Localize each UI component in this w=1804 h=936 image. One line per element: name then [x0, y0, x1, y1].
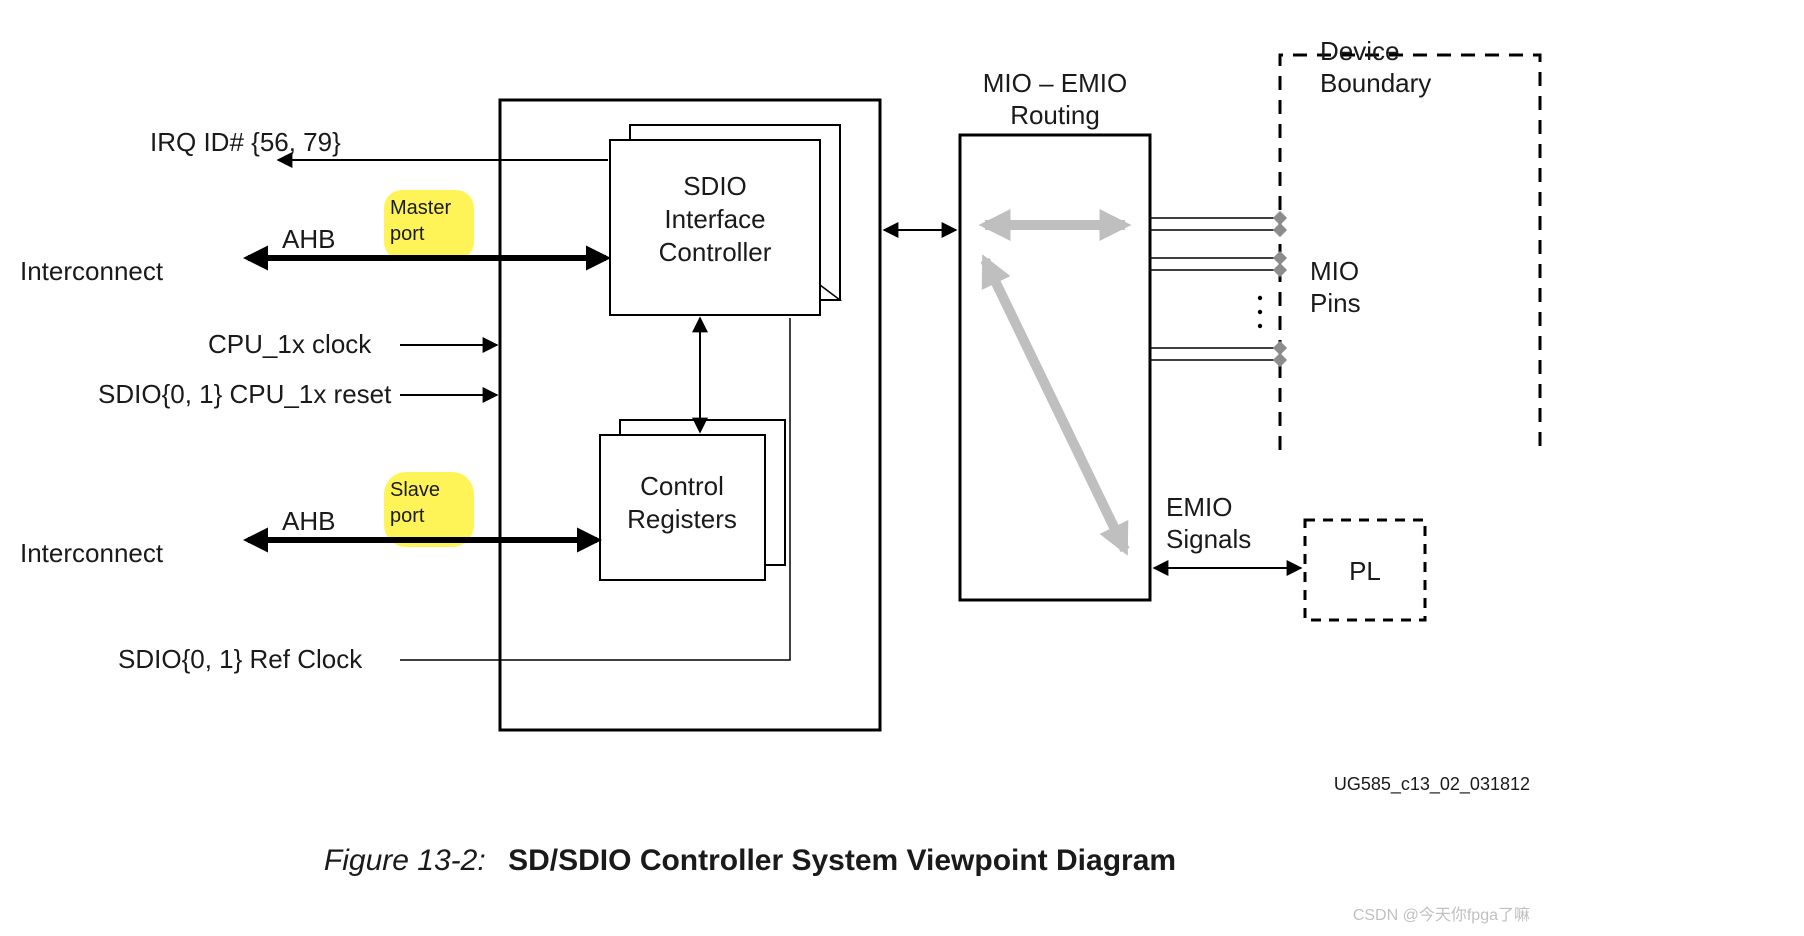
device-boundary-label-2: Boundary [1320, 68, 1431, 98]
watermark: CSDN @今天你fpga了嘛 [1353, 906, 1530, 924]
ref-clock-label: SDIO{0, 1} Ref Clock [118, 644, 363, 674]
routing-label-1: MIO – EMIO [983, 68, 1127, 98]
cpu-reset-label: SDIO{0, 1} CPU_1x reset [98, 379, 392, 409]
interconnect2-label: Interconnect [20, 538, 164, 568]
doc-id: UG585_c13_02_031812 [1334, 774, 1530, 795]
sdio-if-label-2: Interface [664, 204, 765, 234]
master-port-label-1: Master [390, 197, 451, 219]
mio-pins-label-2: Pins [1310, 288, 1361, 318]
mio-pins-label-1: MIO [1310, 256, 1359, 286]
emio-label-2: Signals [1166, 524, 1251, 554]
interconnect1-label: Interconnect [20, 256, 164, 286]
figure-label: Figure 13-2: [324, 844, 486, 877]
sdio-interface-controller: SDIO Interface Controller [610, 125, 840, 315]
figure-title: SD/SDIO Controller System Viewpoint Diag… [508, 844, 1176, 877]
routing-label-2: Routing [1010, 100, 1100, 130]
sdio-if-label-1: SDIO [683, 171, 747, 201]
pl-label: PL [1349, 556, 1381, 586]
mio-pins: MIO Pins [1150, 211, 1361, 367]
control-registers: Control Registers [600, 420, 785, 580]
ctrl-reg-label-2: Registers [627, 504, 737, 534]
routing-box: MIO – EMIO Routing [960, 68, 1150, 600]
master-port-label-2: port [390, 223, 425, 245]
sdio-if-label-3: Controller [659, 237, 772, 267]
emio-label-1: EMIO [1166, 492, 1232, 522]
irq-label: IRQ ID# {56, 79} [150, 127, 341, 157]
diagram-canvas: Device Boundary MIO – EMIO Routing SDIO … [0, 0, 1804, 936]
ahb1-label: AHB [282, 224, 335, 254]
cpu-clock-label: CPU_1x clock [208, 329, 372, 359]
pl-box: PL [1305, 520, 1425, 620]
slave-port-label-2: port [390, 505, 425, 527]
slave-port-label-1: Slave [390, 479, 440, 501]
figure-caption: Figure 13-2: SD/SDIO Controller System V… [324, 844, 1176, 877]
device-boundary-label-1: Device [1320, 36, 1399, 66]
device-boundary: Device Boundary [1280, 36, 1540, 450]
ctrl-reg-label-1: Control [640, 471, 724, 501]
ahb2-label: AHB [282, 506, 335, 536]
